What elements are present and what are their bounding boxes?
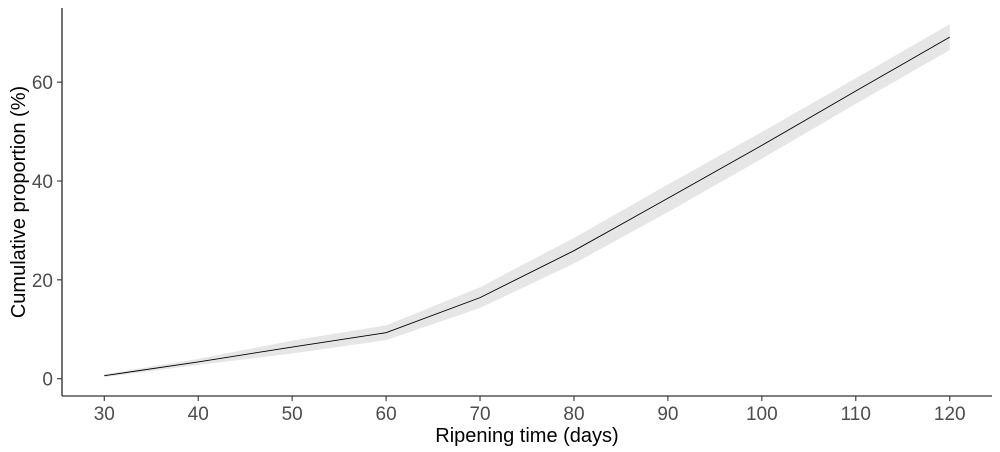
y-tick-label: 20: [32, 271, 53, 292]
x-axis-title: Ripening time (days): [435, 425, 618, 447]
x-tick-label: 60: [376, 404, 397, 425]
x-tick-label: 100: [746, 404, 778, 425]
series-line: [104, 36, 950, 377]
x-tick-label: 70: [469, 404, 490, 425]
x-tick-label: 40: [188, 404, 209, 425]
y-tick-label: 0: [42, 370, 53, 391]
x-tick-label: 30: [94, 404, 115, 425]
x-tick-label: 120: [934, 404, 966, 425]
x-tick-label: 110: [841, 404, 871, 425]
x-tick-label: 80: [563, 404, 584, 425]
y-axis-title: Cumulative proportion (%): [8, 86, 30, 318]
y-tick-label: 60: [32, 73, 53, 94]
x-axis-ticks: 30 40 50 60 70 80 90 100 110 120: [94, 396, 966, 425]
x-tick-label: 50: [282, 404, 303, 425]
y-axis-ticks: 0 20 40 60: [32, 73, 62, 391]
y-tick-label: 40: [32, 172, 53, 193]
confidence-band: [104, 24, 950, 378]
x-tick-label: 90: [657, 404, 678, 425]
